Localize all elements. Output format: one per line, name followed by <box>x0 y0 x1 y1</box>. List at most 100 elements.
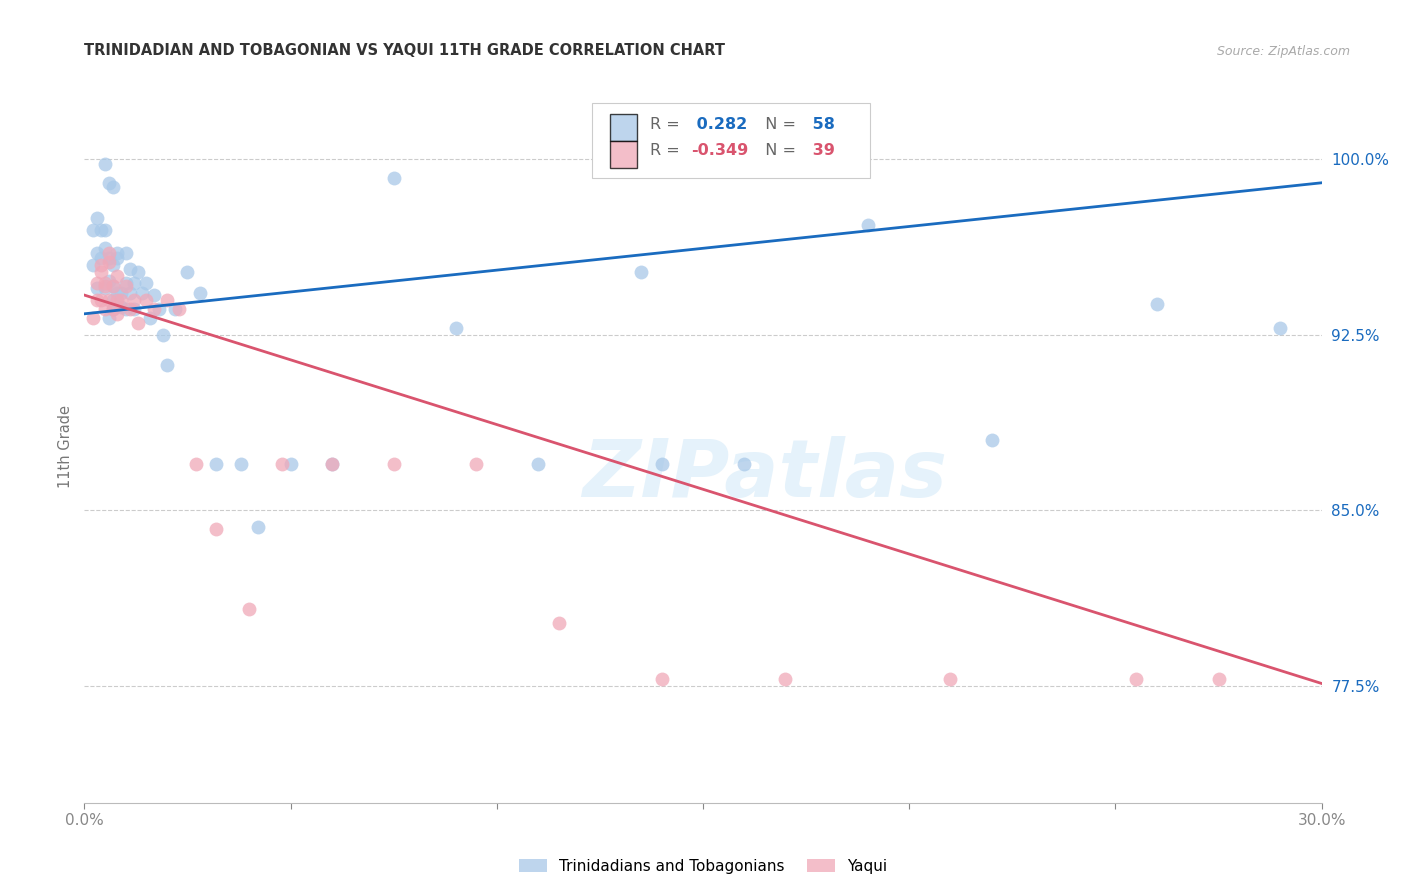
Text: 39: 39 <box>807 143 835 158</box>
Legend: Trinidadians and Tobagonians, Yaqui: Trinidadians and Tobagonians, Yaqui <box>513 853 893 880</box>
Point <box>103 293 125 307</box>
Point <box>148 302 170 317</box>
Point <box>152 327 174 342</box>
Point <box>114 302 136 317</box>
Point <box>939 672 962 686</box>
Text: R =: R = <box>650 117 679 132</box>
Point <box>86 211 108 225</box>
Point <box>105 293 128 307</box>
Point <box>105 269 128 284</box>
Point <box>184 457 207 471</box>
Point <box>103 278 125 293</box>
Point <box>547 615 569 630</box>
Point <box>105 285 128 300</box>
Point <box>90 265 112 279</box>
Point <box>94 277 117 291</box>
Point <box>465 457 488 471</box>
FancyBboxPatch shape <box>610 114 637 141</box>
Point <box>86 293 108 307</box>
Point <box>103 258 125 272</box>
Point <box>86 246 108 260</box>
Point <box>122 277 145 291</box>
Point <box>103 302 125 317</box>
Point <box>98 251 121 265</box>
Point <box>94 278 117 293</box>
Point <box>167 302 190 317</box>
Point <box>122 302 145 317</box>
Point <box>90 222 112 236</box>
Point <box>176 265 198 279</box>
Point <box>246 519 269 533</box>
Point <box>733 457 755 471</box>
Point <box>94 302 117 317</box>
Point <box>122 293 145 307</box>
Point <box>90 258 112 272</box>
Point <box>94 222 117 236</box>
Text: -0.349: -0.349 <box>690 143 748 158</box>
Point <box>82 311 104 326</box>
FancyBboxPatch shape <box>592 103 870 178</box>
Text: 58: 58 <box>807 117 835 132</box>
Point <box>651 457 673 471</box>
Point <box>856 218 879 232</box>
Point <box>156 359 179 373</box>
Point <box>98 176 121 190</box>
Point <box>98 246 121 260</box>
Point <box>94 157 117 171</box>
Point <box>118 302 141 317</box>
Point <box>118 262 141 277</box>
Point <box>1208 672 1230 686</box>
Text: Source: ZipAtlas.com: Source: ZipAtlas.com <box>1216 45 1350 58</box>
Point <box>321 457 343 471</box>
Point <box>86 277 108 291</box>
Text: ZIPatlas: ZIPatlas <box>582 435 948 514</box>
Text: N =: N = <box>755 143 796 158</box>
Point <box>98 274 121 288</box>
Point <box>90 293 112 307</box>
Point <box>775 672 797 686</box>
Point <box>156 293 179 307</box>
Point <box>382 171 405 186</box>
Point <box>103 302 125 317</box>
Point <box>105 246 128 260</box>
Point <box>94 241 117 255</box>
Point <box>271 457 294 471</box>
Point <box>321 457 343 471</box>
Point <box>135 277 157 291</box>
Point <box>127 316 149 330</box>
Point <box>110 300 132 314</box>
Point <box>1146 297 1168 311</box>
Point <box>139 311 162 326</box>
Text: 0.282: 0.282 <box>690 117 747 132</box>
Text: N =: N = <box>755 117 796 132</box>
Point <box>118 285 141 300</box>
Point <box>86 281 108 295</box>
Point <box>382 457 405 471</box>
Point <box>238 601 260 615</box>
Text: R =: R = <box>650 143 679 158</box>
Point <box>1270 321 1292 335</box>
Point <box>114 278 136 293</box>
Point <box>205 457 228 471</box>
Point <box>98 311 121 326</box>
Point <box>103 180 125 194</box>
Text: TRINIDADIAN AND TOBAGONIAN VS YAQUI 11TH GRADE CORRELATION CHART: TRINIDADIAN AND TOBAGONIAN VS YAQUI 11TH… <box>84 43 725 58</box>
Point <box>205 522 228 536</box>
Point <box>110 285 132 300</box>
Point <box>143 288 166 302</box>
Point <box>105 251 128 265</box>
Point <box>94 281 117 295</box>
Point <box>229 457 252 471</box>
Point <box>114 246 136 260</box>
Point <box>98 293 121 307</box>
Point <box>98 255 121 269</box>
Point <box>651 672 673 686</box>
Point <box>1125 672 1147 686</box>
Point <box>127 265 149 279</box>
Point <box>82 258 104 272</box>
Point <box>444 321 467 335</box>
FancyBboxPatch shape <box>610 141 637 168</box>
Point <box>165 302 187 317</box>
Point <box>980 433 1002 447</box>
Point <box>280 457 302 471</box>
